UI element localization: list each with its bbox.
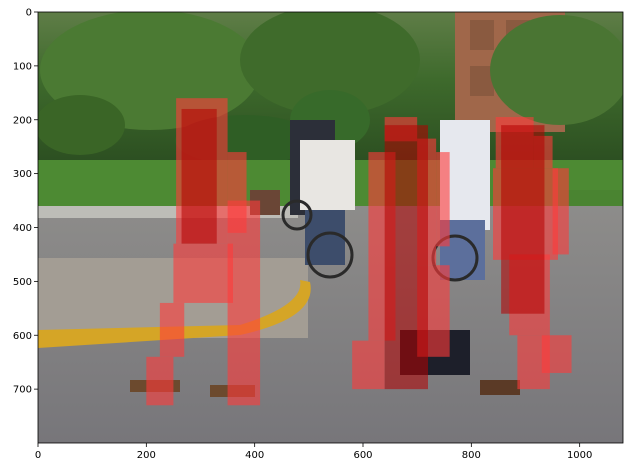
x-axis: 0 200 400 600 800 1000 xyxy=(35,443,593,461)
y-axis: 0 100 200 300 400 500 600 700 xyxy=(13,8,38,396)
y-tick-label: 100 xyxy=(13,61,32,72)
mask-region xyxy=(146,357,173,405)
mask-region xyxy=(160,303,184,357)
mask-region xyxy=(182,109,217,244)
x-tick-label: 200 xyxy=(137,450,156,461)
mask-region xyxy=(173,244,233,303)
x-tick-label: 600 xyxy=(353,450,372,461)
mask-region xyxy=(352,341,385,389)
y-tick-label: 500 xyxy=(13,277,32,288)
mask-region xyxy=(501,125,544,314)
y-tick-label: 400 xyxy=(13,223,32,234)
x-tick-label: 0 xyxy=(35,450,41,461)
y-tick-label: 200 xyxy=(13,115,32,126)
y-tick-label: 600 xyxy=(13,331,32,342)
mask-region xyxy=(542,335,572,373)
x-tick-label: 800 xyxy=(462,450,481,461)
mask-region xyxy=(228,201,260,406)
y-tick-label: 0 xyxy=(26,8,32,19)
mask-region xyxy=(385,125,428,389)
mask-region xyxy=(553,168,569,254)
y-tick-label: 300 xyxy=(13,169,32,180)
y-tick-label: 700 xyxy=(13,385,32,396)
mask-region xyxy=(436,152,450,246)
x-tick-label: 400 xyxy=(245,450,264,461)
x-tick-label: 1000 xyxy=(567,450,592,461)
